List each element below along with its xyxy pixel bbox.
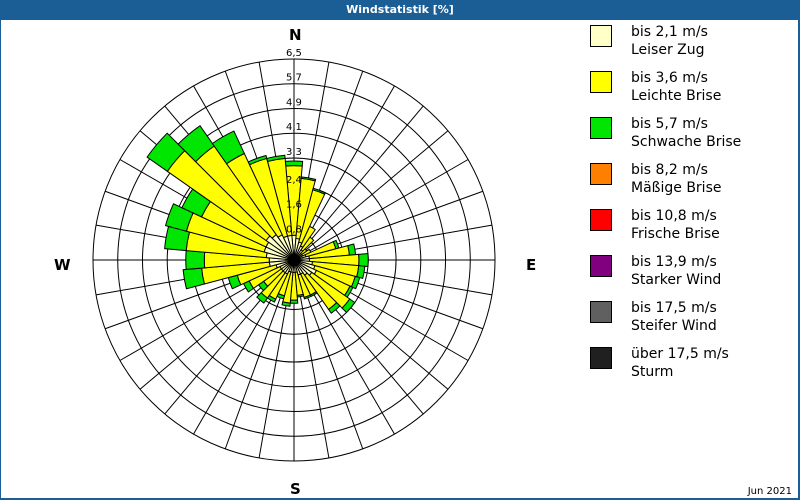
legend-range: bis 17,5 m/s bbox=[631, 300, 717, 316]
wind-sector bbox=[185, 250, 206, 270]
wind-sector bbox=[289, 299, 299, 304]
legend-swatch bbox=[590, 255, 612, 277]
legend-swatch bbox=[590, 209, 612, 231]
compass-east-label: E bbox=[526, 256, 537, 274]
legend-range: bis 3,6 m/s bbox=[631, 70, 708, 86]
wind-sector bbox=[266, 154, 286, 163]
legend-name: Frische Brise bbox=[631, 226, 720, 242]
legend-swatch bbox=[590, 117, 612, 139]
wind-sector bbox=[284, 160, 304, 167]
legend-swatch bbox=[590, 163, 612, 185]
wind-sector bbox=[356, 265, 366, 280]
legend-swatch bbox=[590, 347, 612, 369]
legend-name: Starker Wind bbox=[631, 272, 722, 288]
wind-sector bbox=[327, 301, 341, 314]
wind-sector bbox=[164, 203, 194, 232]
wind-sector bbox=[182, 267, 206, 290]
legend-range: bis 5,7 m/s bbox=[631, 116, 708, 132]
wind-sector bbox=[211, 130, 246, 165]
legend-name: Leichte Brise bbox=[631, 88, 722, 104]
ring-label: 4,1 bbox=[286, 122, 302, 133]
wind-sector bbox=[146, 132, 186, 173]
wind-sector bbox=[299, 225, 316, 249]
wind-sector bbox=[358, 252, 369, 268]
ring-label: 6,5 bbox=[286, 48, 302, 59]
ring-label: 2,4 bbox=[286, 175, 302, 186]
wind-sector bbox=[281, 301, 291, 307]
wind-sector bbox=[341, 298, 356, 314]
ring-label: 5,7 bbox=[286, 73, 302, 84]
ring-label: 0,8 bbox=[286, 224, 302, 235]
legend-name: Schwache Brise bbox=[631, 134, 742, 150]
wind-sector bbox=[312, 187, 327, 195]
ring-label: 1,6 bbox=[286, 200, 302, 211]
legend-range: bis 2,1 m/s bbox=[631, 24, 708, 40]
wind-sector bbox=[347, 243, 357, 256]
ring-label: 4,9 bbox=[286, 97, 302, 108]
legend-name: Steifer Wind bbox=[631, 318, 717, 334]
legend-range: bis 10,8 m/s bbox=[631, 208, 717, 224]
legend-swatch bbox=[590, 71, 612, 93]
chart-panel bbox=[1, 20, 798, 498]
wind-sector bbox=[350, 275, 361, 290]
legend-range: bis 8,2 m/s bbox=[631, 162, 708, 178]
legend-name: Mäßige Brise bbox=[631, 180, 722, 196]
wind-sector bbox=[247, 154, 268, 166]
compass-west-label: W bbox=[54, 256, 71, 274]
legend-swatch bbox=[590, 25, 612, 47]
compass-north-label: N bbox=[289, 26, 302, 44]
wind-sector bbox=[177, 125, 215, 163]
legend-name: Leiser Zug bbox=[631, 42, 705, 58]
wind-sector bbox=[256, 292, 269, 304]
chart-title: Windstatistik [%] bbox=[0, 0, 800, 20]
legend-swatch bbox=[590, 301, 612, 323]
ring-label: 3,3 bbox=[286, 147, 302, 158]
wind-sector bbox=[303, 294, 312, 300]
wind-sector bbox=[300, 176, 317, 182]
date-label: Jun 2021 bbox=[747, 486, 792, 497]
wind-sector bbox=[300, 236, 315, 252]
legend-name: Sturm bbox=[631, 364, 674, 380]
legend-range: über 17,5 m/s bbox=[631, 346, 729, 362]
compass-south-label: S bbox=[290, 480, 301, 498]
legend-range: bis 13,9 m/s bbox=[631, 254, 717, 270]
